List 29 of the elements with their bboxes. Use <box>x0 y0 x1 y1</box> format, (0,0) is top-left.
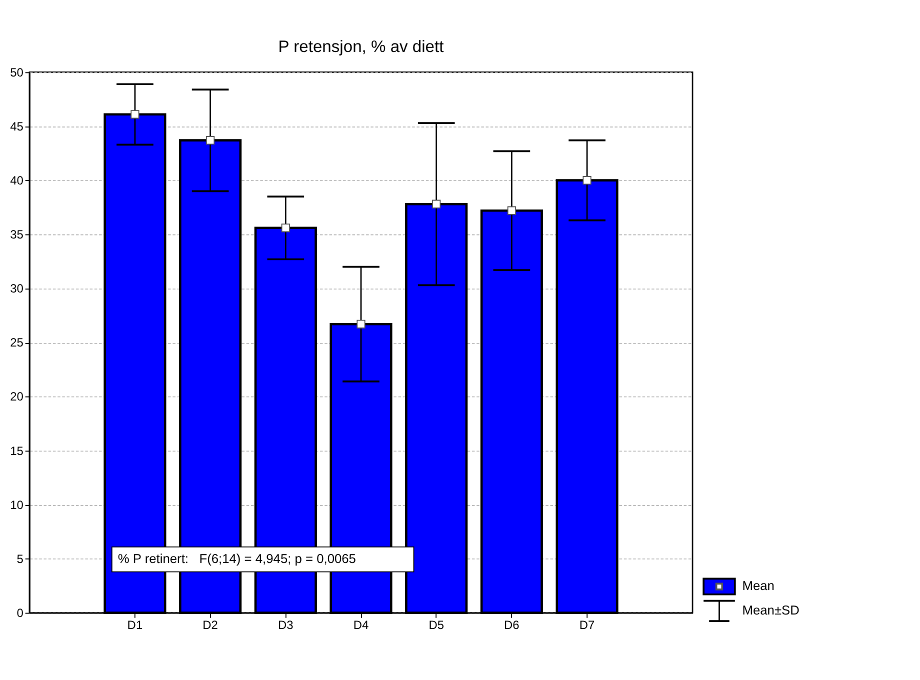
y-tick-label: 40 <box>10 173 24 188</box>
x-tick-label: D1 <box>127 618 143 632</box>
y-tick-label: 5 <box>16 552 24 566</box>
x-tick-label: D5 <box>428 618 444 632</box>
annotation: % P retinert: F(6;14) = 4,945; p = 0,0065 <box>118 551 356 566</box>
point <box>356 320 366 328</box>
chart-title: P retensjon, % av diett <box>278 36 444 56</box>
y-tick-label: 45 <box>10 119 24 134</box>
y-tick-label: 15 <box>10 444 24 458</box>
x-tick-label: D6 <box>504 618 520 632</box>
point <box>582 176 592 185</box>
x-tick-label: D7 <box>579 618 596 632</box>
y-tick-label: 35 <box>10 228 24 242</box>
point <box>130 110 140 119</box>
legend-label: Mean <box>742 578 774 594</box>
x-tick-label: D2 <box>202 618 218 632</box>
y-tick-label: 30 <box>10 282 24 296</box>
y-tick-label: 25 <box>10 336 24 350</box>
text: Mean±SD <box>742 602 800 618</box>
y-tick-label: 50 <box>10 65 24 80</box>
y-tick-label: 0 <box>16 606 24 620</box>
point <box>281 224 290 232</box>
point <box>507 206 516 215</box>
point <box>206 136 215 145</box>
y-tick-label: 10 <box>10 498 24 512</box>
x-tick-label: D3 <box>278 618 294 632</box>
y-tick-label: 20 <box>10 390 24 404</box>
x-tick-label: D4 <box>353 618 369 632</box>
point <box>432 200 441 208</box>
